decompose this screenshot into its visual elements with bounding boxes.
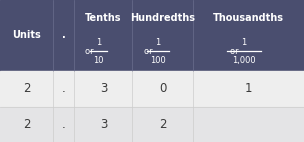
Text: 1: 1	[245, 82, 252, 95]
Text: Hundredths: Hundredths	[130, 13, 195, 23]
Text: Tenths: Tenths	[85, 13, 122, 23]
Text: or: or	[85, 47, 96, 56]
Bar	[0, 71, 304, 106]
Text: Thousandths: Thousandths	[213, 13, 284, 23]
Text: or: or	[230, 47, 241, 56]
Text: 1,000: 1,000	[232, 56, 256, 65]
Text: .: .	[62, 82, 66, 95]
Text: Units: Units	[12, 31, 41, 40]
Text: 2: 2	[23, 82, 30, 95]
Text: 1: 1	[96, 38, 102, 47]
Bar	[0, 106, 304, 142]
Text: .: .	[62, 31, 66, 40]
Text: or: or	[144, 47, 155, 56]
Text: 3: 3	[100, 82, 107, 95]
Bar	[0, 0, 304, 71]
Text: 1: 1	[155, 38, 161, 47]
Text: 10: 10	[94, 56, 104, 65]
Text: 0: 0	[159, 82, 166, 95]
Text: 2: 2	[23, 118, 30, 131]
Text: 3: 3	[100, 118, 107, 131]
Text: 100: 100	[150, 56, 166, 65]
Text: 2: 2	[159, 118, 166, 131]
Text: 1: 1	[241, 38, 247, 47]
Text: .: .	[62, 118, 66, 131]
